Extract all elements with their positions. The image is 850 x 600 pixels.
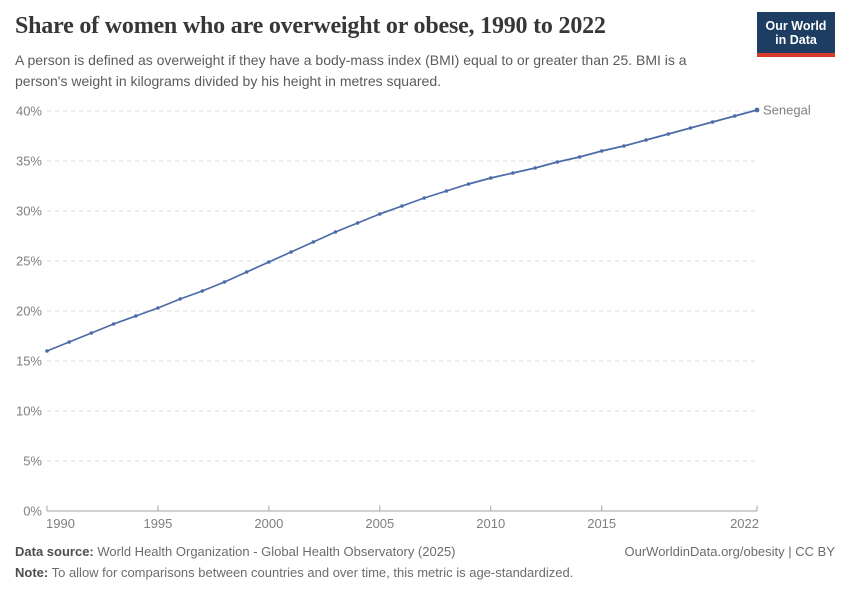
data-point[interactable] bbox=[422, 196, 427, 200]
chart-subtitle-line2: person's weight in kilograms divided by … bbox=[15, 72, 442, 89]
x-axis-tick-label: 2010 bbox=[476, 516, 505, 531]
data-point[interactable] bbox=[533, 166, 537, 170]
owid-logo[interactable]: Our World in Data bbox=[757, 12, 835, 57]
x-axis-tick-label: 2000 bbox=[254, 516, 283, 531]
data-point[interactable] bbox=[178, 297, 182, 301]
senegal-trend-line[interactable] bbox=[46, 109, 758, 352]
y-axis-tick-label: 20% bbox=[16, 304, 42, 319]
data-source-text: World Health Organization - Global Healt… bbox=[93, 544, 456, 559]
data-point[interactable] bbox=[355, 221, 360, 225]
citation-link[interactable]: OurWorldinData.org/obesity | CC BY bbox=[624, 544, 836, 559]
data-point[interactable] bbox=[644, 138, 648, 142]
chart-title: Share of women who are overweight or obe… bbox=[15, 13, 606, 39]
data-point[interactable] bbox=[89, 331, 94, 335]
y-axis-tick-label: 35% bbox=[16, 154, 42, 169]
chart-header: Share of women who are overweight or obe… bbox=[15, 12, 835, 92]
x-axis-tick-label: 1995 bbox=[143, 516, 172, 531]
data-point[interactable] bbox=[311, 240, 316, 244]
data-point[interactable] bbox=[222, 280, 227, 284]
footer-source-row: Data source: World Health Organization -… bbox=[15, 542, 835, 563]
data-point[interactable] bbox=[688, 126, 693, 130]
data-point[interactable] bbox=[511, 171, 515, 175]
data-point[interactable] bbox=[45, 349, 49, 353]
data-point[interactable] bbox=[733, 114, 737, 118]
data-point[interactable] bbox=[134, 314, 138, 318]
chart-subtitle-line1: A person is defined as overweight if the… bbox=[15, 51, 687, 68]
data-point[interactable] bbox=[400, 204, 404, 208]
y-axis-tick-label: 40% bbox=[16, 104, 42, 119]
x-axis-tick-label: 2015 bbox=[587, 516, 616, 531]
data-point[interactable] bbox=[267, 260, 271, 264]
owid-logo-line2: in Data bbox=[775, 33, 817, 48]
data-source-label: Data source: bbox=[15, 544, 94, 559]
data-point[interactable] bbox=[710, 120, 715, 124]
owid-logo-line1: Our World bbox=[765, 19, 827, 33]
data-point[interactable] bbox=[244, 270, 249, 274]
series-label-senegal[interactable]: Senegal bbox=[763, 103, 811, 118]
data-source-line: Data source: World Health Organization -… bbox=[15, 542, 456, 563]
data-point[interactable] bbox=[378, 212, 382, 216]
y-axis-tick-label: 0% bbox=[23, 504, 42, 519]
data-point[interactable] bbox=[622, 144, 626, 148]
data-point[interactable] bbox=[466, 182, 471, 186]
data-point[interactable] bbox=[444, 189, 449, 193]
data-point[interactable] bbox=[67, 340, 71, 344]
data-point[interactable] bbox=[289, 250, 293, 254]
y-axis-tick-label: 25% bbox=[16, 254, 42, 269]
data-point[interactable] bbox=[489, 176, 493, 180]
y-axis-tick-label: 10% bbox=[16, 404, 42, 419]
chart-footer: Data source: World Health Organization -… bbox=[15, 542, 835, 584]
y-axis-tick-label: 15% bbox=[16, 354, 42, 369]
data-point[interactable] bbox=[577, 155, 582, 159]
data-point[interactable] bbox=[333, 230, 338, 234]
data-point[interactable] bbox=[111, 322, 116, 326]
data-point[interactable] bbox=[599, 149, 604, 153]
data-point[interactable] bbox=[156, 306, 160, 310]
x-axis-tick-label: 1990 bbox=[46, 516, 75, 531]
footer-note-row: Note: To allow for comparisons between c… bbox=[15, 563, 835, 584]
y-axis-tick-label: 30% bbox=[16, 204, 42, 219]
y-axis-tick-label: 5% bbox=[23, 454, 42, 469]
chart-subtitle: A person is defined as overweight if the… bbox=[15, 50, 835, 92]
data-point[interactable] bbox=[200, 289, 205, 293]
data-point[interactable] bbox=[666, 132, 671, 136]
note-text: To allow for comparisons between countri… bbox=[48, 564, 574, 580]
x-axis-tick-label: 2005 bbox=[365, 516, 394, 531]
note-label: Note: bbox=[15, 564, 49, 580]
data-point[interactable] bbox=[555, 160, 560, 164]
data-point[interactable] bbox=[754, 107, 760, 113]
x-axis-tick-label: 2022 bbox=[730, 516, 759, 531]
